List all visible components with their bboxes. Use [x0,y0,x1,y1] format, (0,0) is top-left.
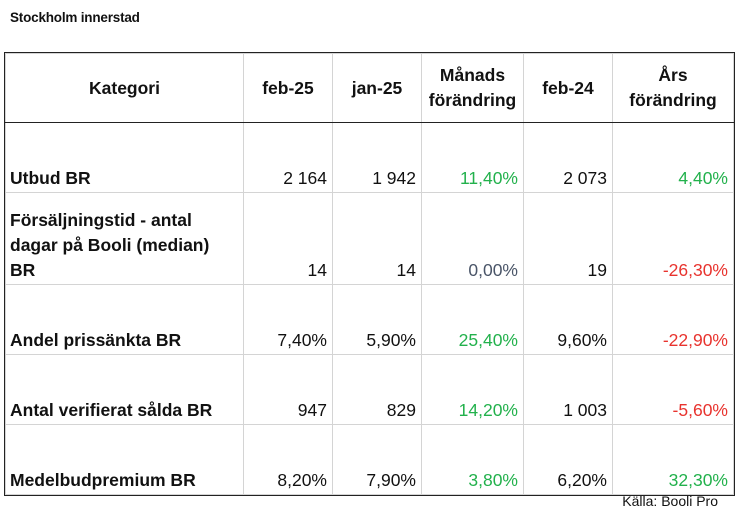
cell-feb-24: 19 [523,192,613,285]
cell-feb-25: 8,20% [243,424,333,495]
table-header-row: Kategori feb-25 jan-25 Månads förändring… [5,53,734,123]
cell-yearly-change: 4,40% [612,122,734,193]
header-kategori: Kategori [5,53,244,123]
cell-jan-25: 1 942 [332,122,422,193]
header-monthly-change: Månads förändring [421,53,524,123]
cell-feb-24: 2 073 [523,122,613,193]
row-label: Andel prissänkta BR [5,284,244,355]
cell-monthly-change: 11,40% [421,122,524,193]
cell-feb-25: 14 [243,192,333,285]
cell-feb-24: 1 003 [523,354,613,425]
cell-monthly-change: 25,40% [421,284,524,355]
header-feb-24: feb-24 [523,53,613,123]
cell-jan-25: 7,90% [332,424,422,495]
header-yearly-line-1: Års [658,65,688,85]
cell-yearly-change: -26,30% [612,192,734,285]
table-row: Utbud BR 2 164 1 942 11,40% 2 073 4,40% [5,122,734,193]
header-monthly-line-2: förändring [428,90,517,110]
header-feb-25: feb-25 [243,53,333,123]
header-yearly-change: Års förändring [612,53,734,123]
cell-feb-24: 9,60% [523,284,613,355]
cell-feb-25: 7,40% [243,284,333,355]
source-note: Källa: Booli Pro [622,493,718,509]
header-jan-25: jan-25 [332,53,422,123]
row-label: Antal verifierat sålda BR [5,354,244,425]
header-yearly-line-2: förändring [629,90,717,110]
cell-yearly-change: -5,60% [612,354,734,425]
cell-feb-25: 2 164 [243,122,333,193]
table-row: Försäljningstid - antal dagar på Booli (… [5,192,734,285]
cell-jan-25: 14 [332,192,422,285]
table-row: Andel prissänkta BR 7,40% 5,90% 25,40% 9… [5,284,734,355]
row-label: Utbud BR [5,122,244,193]
cell-feb-24: 6,20% [523,424,613,495]
cell-jan-25: 5,90% [332,284,422,355]
table-row: Antal verifierat sålda BR 947 829 14,20%… [5,354,734,425]
cell-jan-25: 829 [332,354,422,425]
cell-feb-25: 947 [243,354,333,425]
cell-monthly-change: 14,20% [421,354,524,425]
row-label: Medelbudpremium BR [5,424,244,495]
page-title: Stockholm innerstad [10,10,140,25]
cell-yearly-change: -22,90% [612,284,734,355]
header-monthly-line-1: Månads [439,65,506,85]
market-statistics-table: Kategori feb-25 jan-25 Månads förändring… [4,52,735,496]
cell-yearly-change: 32,30% [612,424,734,495]
cell-monthly-change: 3,80% [421,424,524,495]
row-label-line-2: dagar på Booli (median) [10,235,210,255]
row-label: Försäljningstid - antal dagar på Booli (… [5,192,244,285]
row-label-line-1: Försäljningstid - antal [10,210,192,230]
cell-monthly-change: 0,00% [421,192,524,285]
table-row: Medelbudpremium BR 8,20% 7,90% 3,80% 6,2… [5,424,734,495]
row-label-line-3: BR [10,260,36,280]
